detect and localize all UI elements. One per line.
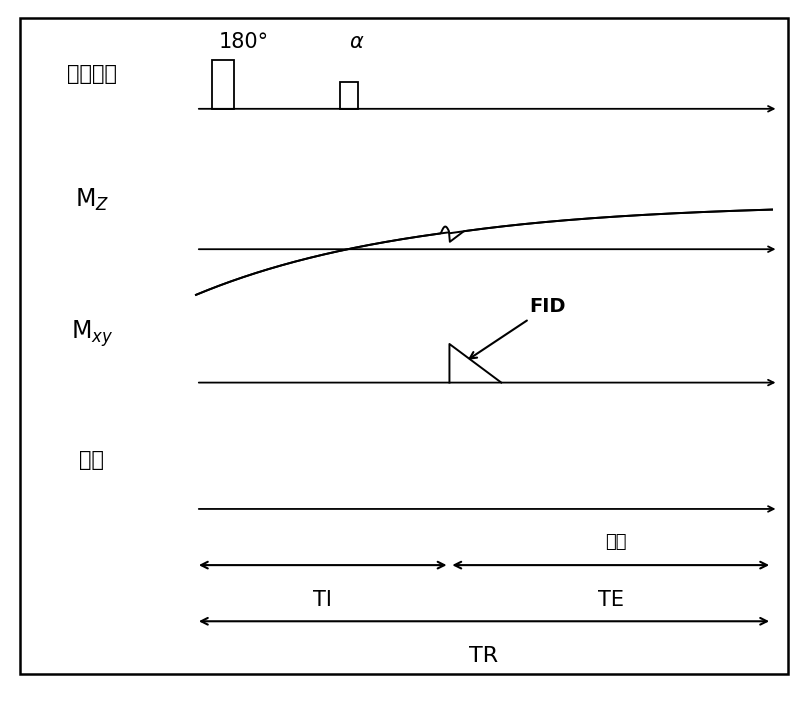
Text: 180°: 180° bbox=[219, 32, 269, 51]
Text: TI: TI bbox=[314, 590, 332, 609]
Bar bbox=[340, 82, 358, 109]
Text: TE: TE bbox=[598, 590, 624, 609]
Text: TR: TR bbox=[470, 646, 498, 665]
Text: α: α bbox=[349, 32, 363, 51]
Text: M$_{xy}$: M$_{xy}$ bbox=[71, 318, 113, 349]
Text: 时间: 时间 bbox=[606, 533, 626, 551]
Text: 梯度: 梯度 bbox=[79, 450, 105, 470]
Text: 射频脉冲: 射频脉冲 bbox=[67, 64, 117, 84]
Bar bbox=[212, 60, 234, 109]
Text: FID: FID bbox=[470, 297, 566, 359]
Text: M$_Z$: M$_Z$ bbox=[75, 187, 109, 213]
